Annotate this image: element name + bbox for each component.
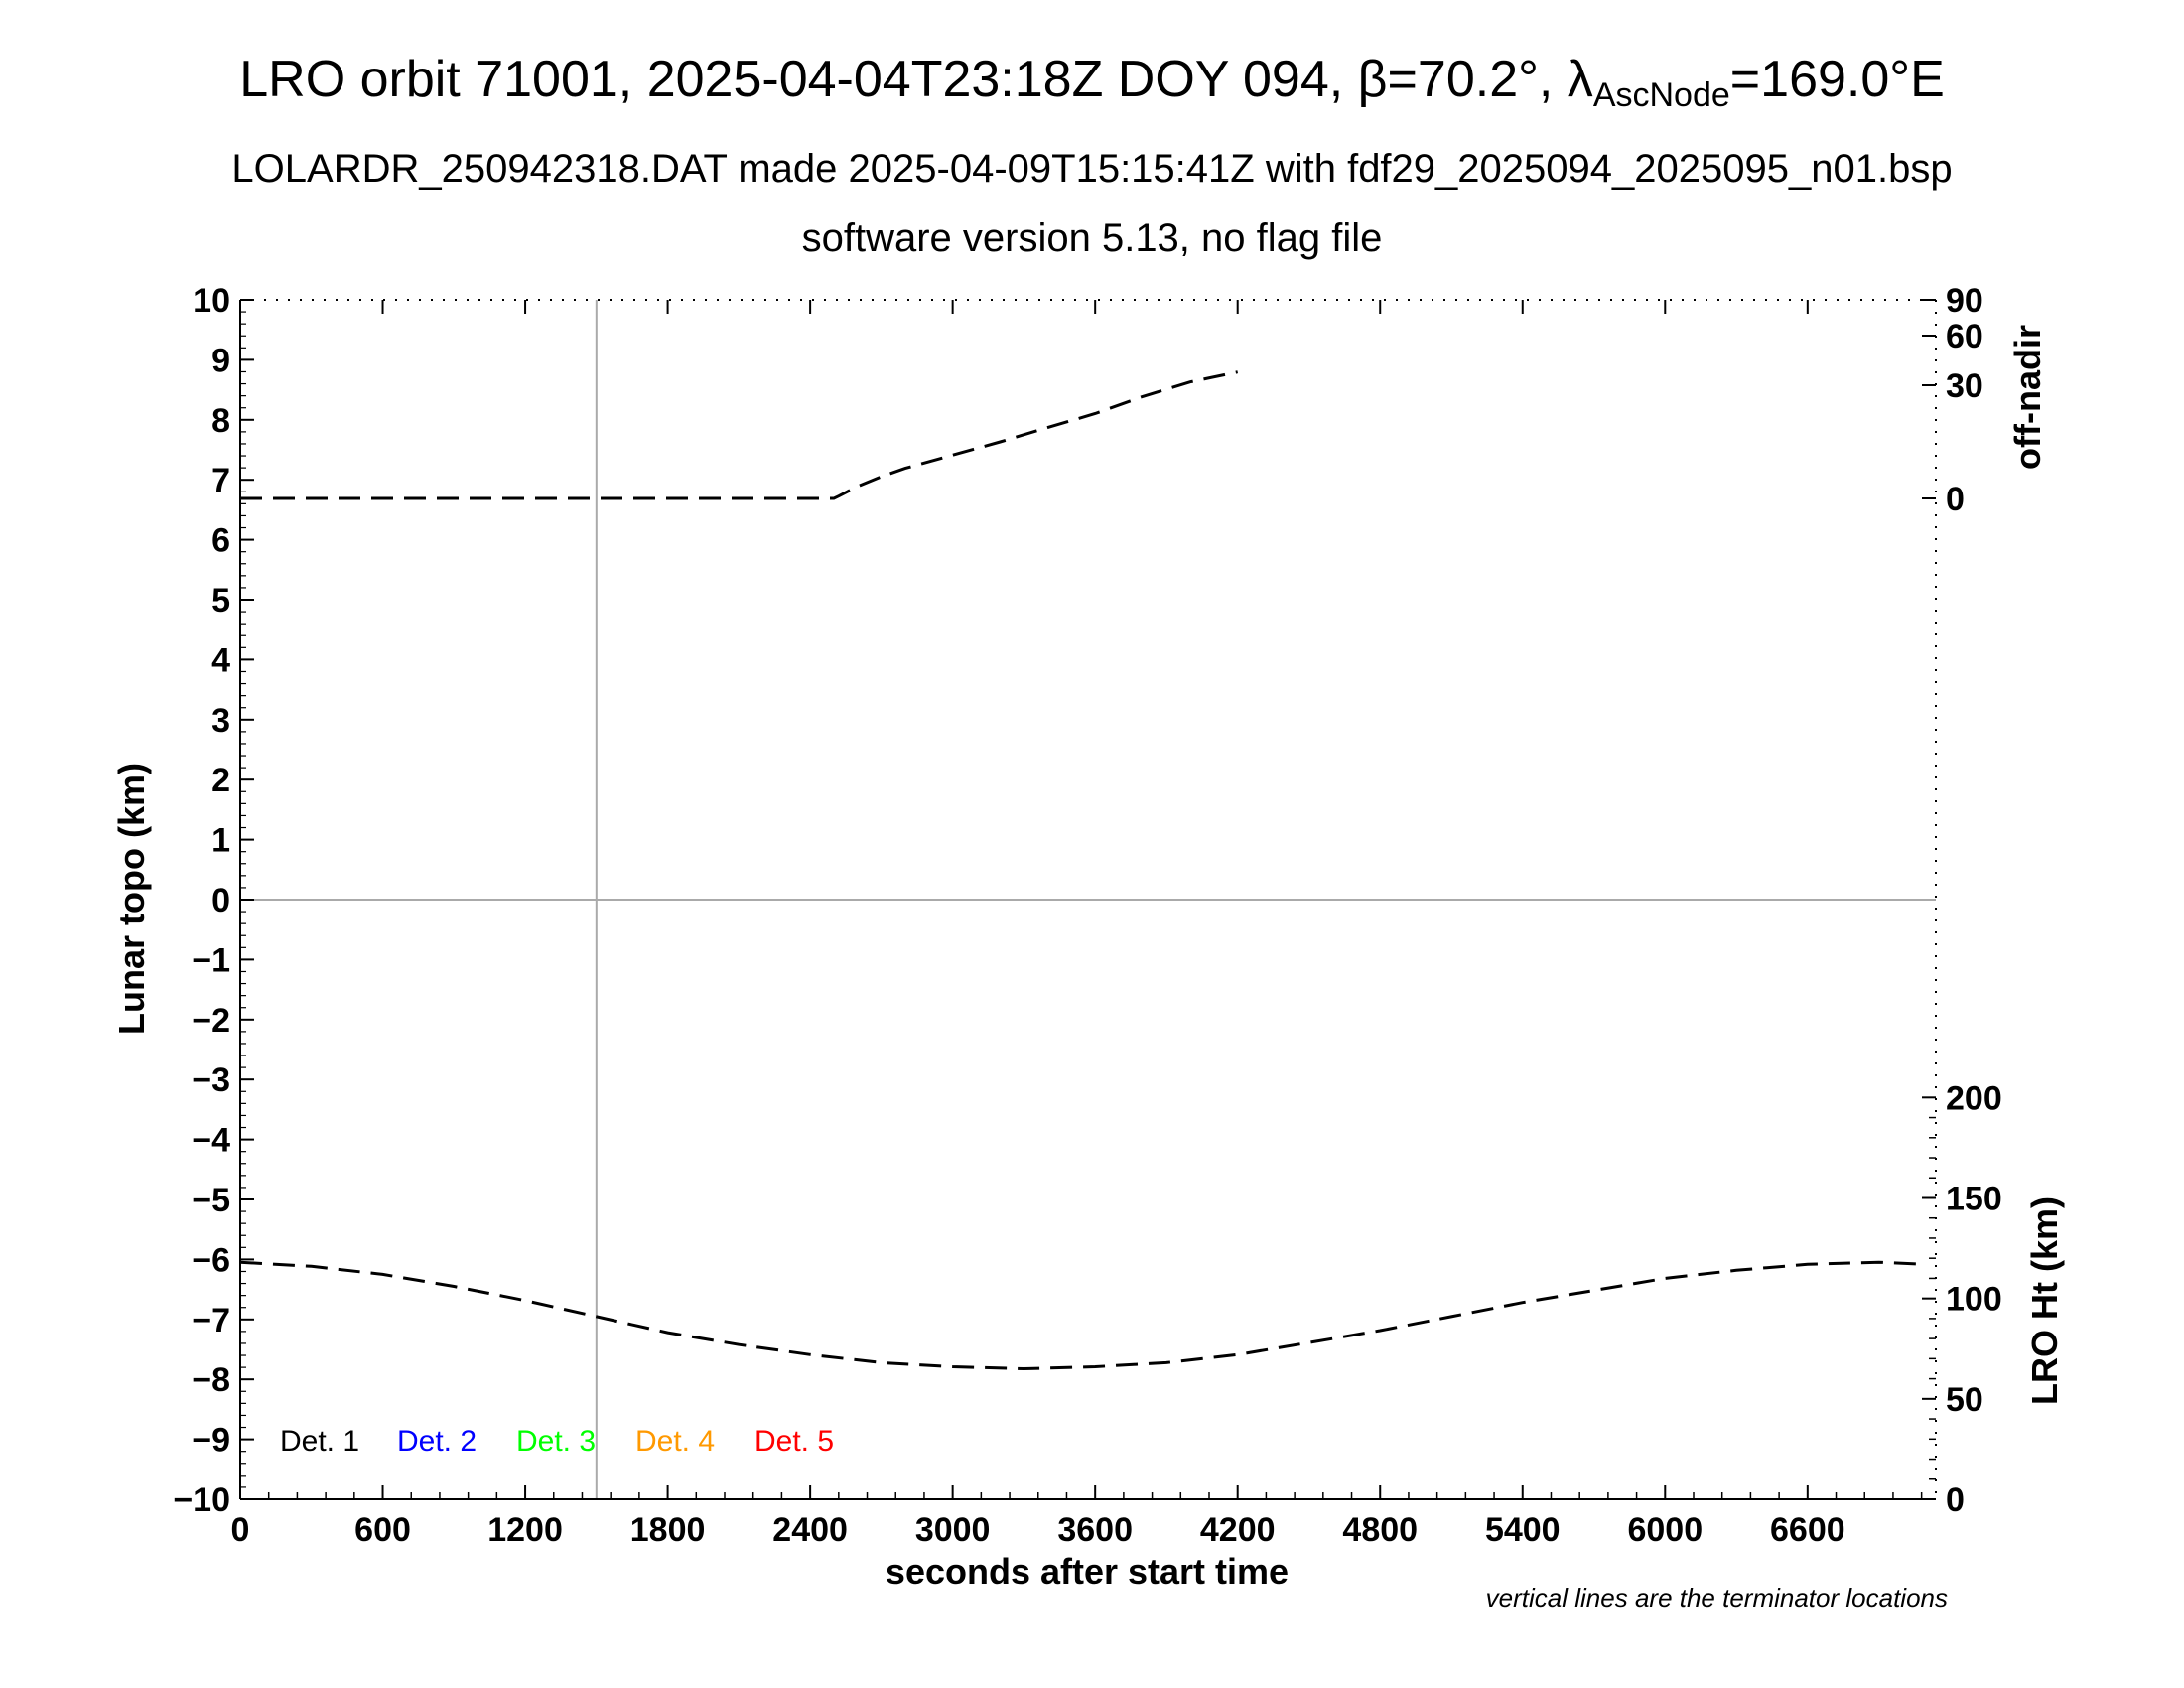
y-tick-label: 5 xyxy=(211,582,230,620)
y-tick-label: −9 xyxy=(192,1422,230,1460)
y-tick-label: 10 xyxy=(193,282,230,320)
legend-entry: Det. 1 xyxy=(280,1425,359,1458)
y-tick-label: −6 xyxy=(192,1241,230,1279)
lro-height-tick-label: 200 xyxy=(1946,1079,2002,1117)
x-tick-label: 5400 xyxy=(1485,1511,1561,1549)
x-tick-label: 1200 xyxy=(487,1511,563,1549)
lro-height-series-line xyxy=(239,1260,1927,1371)
y-tick-label: 4 xyxy=(211,641,230,679)
off-nadir-tick-label: 0 xyxy=(1946,481,1965,518)
x-tick-label: 0 xyxy=(231,1511,250,1549)
y-tick-label: 6 xyxy=(211,522,230,560)
y-tick-label: 0 xyxy=(211,882,230,919)
legend: Det. 1 Det. 2 Det. 3 Det. 4 Det. 5 xyxy=(280,1425,834,1458)
legend-entry: Det. 4 xyxy=(635,1425,715,1458)
axis-ticks xyxy=(239,299,1936,1500)
y-tick-label: −1 xyxy=(192,941,230,979)
off-nadir-tick-label: 90 xyxy=(1946,282,1983,320)
legend-entry: Det. 2 xyxy=(397,1425,477,1458)
off-nadir-axis-title: off-nadir xyxy=(2007,325,2048,470)
x-tick-label: 600 xyxy=(354,1511,411,1549)
lro-height-tick-label: 150 xyxy=(1946,1180,2002,1217)
x-tick-label: 4200 xyxy=(1200,1511,1276,1549)
legend-entry: Det. 5 xyxy=(754,1425,834,1458)
x-tick-label: 2400 xyxy=(772,1511,848,1549)
y-tick-label: 9 xyxy=(211,342,230,379)
title-prefix: LRO orbit 71001, 2025-04-04T23:18Z DOY 0… xyxy=(239,51,1593,108)
y-tick-label: 2 xyxy=(211,762,230,799)
off-nadir-tick-label: 60 xyxy=(1946,318,1983,355)
y-tick-label: −2 xyxy=(192,1002,230,1040)
y-tick-label: 1 xyxy=(211,822,230,860)
x-tick-label: 4800 xyxy=(1342,1511,1418,1549)
y-tick-label: −3 xyxy=(192,1061,230,1099)
x-tick-label: 6000 xyxy=(1627,1511,1703,1549)
y-tick-label: −10 xyxy=(173,1481,230,1519)
lro-height-axis-title: LRO Ht (km) xyxy=(2024,1196,2065,1405)
title-subscript: AscNode xyxy=(1592,76,1730,114)
lro-height-tick-label: 0 xyxy=(1946,1481,1965,1519)
off-nadir-tick-label: 30 xyxy=(1946,367,1983,405)
chart-subtitle-file: LOLARDR_250942318.DAT made 2025-04-09T15… xyxy=(231,147,1953,191)
lro-height-tick-label: 100 xyxy=(1946,1281,2002,1319)
data-series xyxy=(239,370,1927,1371)
x-axis-title: seconds after start time xyxy=(886,1551,1289,1592)
y-tick-label: 7 xyxy=(211,462,230,499)
tick-labels: 0 600 1200 1800 2400 3000 3600 4200 4800 5400 6000… xyxy=(173,282,2001,1549)
x-tick-label: 3600 xyxy=(1057,1511,1133,1549)
chart-title: LRO orbit 71001, 2025-04-04T23:18Z DOY 0… xyxy=(0,50,2184,115)
y-tick-label: −4 xyxy=(192,1122,230,1160)
x-tick-label: 1800 xyxy=(630,1511,706,1549)
x-tick-label: 6600 xyxy=(1770,1511,1845,1549)
y-tick-label: −5 xyxy=(192,1182,230,1219)
terminator-note: vertical lines are the terminator locati… xyxy=(1486,1583,1948,1613)
legend-entry: Det. 3 xyxy=(516,1425,596,1458)
off-nadir-series-line xyxy=(240,370,1239,500)
y-tick-label: −8 xyxy=(192,1361,230,1399)
y-tick-label: 8 xyxy=(211,402,230,440)
chart-subtitle-version: software version 5.13, no flag file xyxy=(801,216,1383,260)
y-tick-label: 3 xyxy=(211,702,230,740)
x-tick-label: 3000 xyxy=(915,1511,991,1549)
title-suffix: =169.0°E xyxy=(1729,51,1945,108)
reference-lines xyxy=(240,300,1936,1499)
lro-height-tick-label: 50 xyxy=(1946,1381,1983,1419)
y-tick-label: −7 xyxy=(192,1302,230,1339)
y-axis-title: Lunar topo (km) xyxy=(111,763,152,1035)
